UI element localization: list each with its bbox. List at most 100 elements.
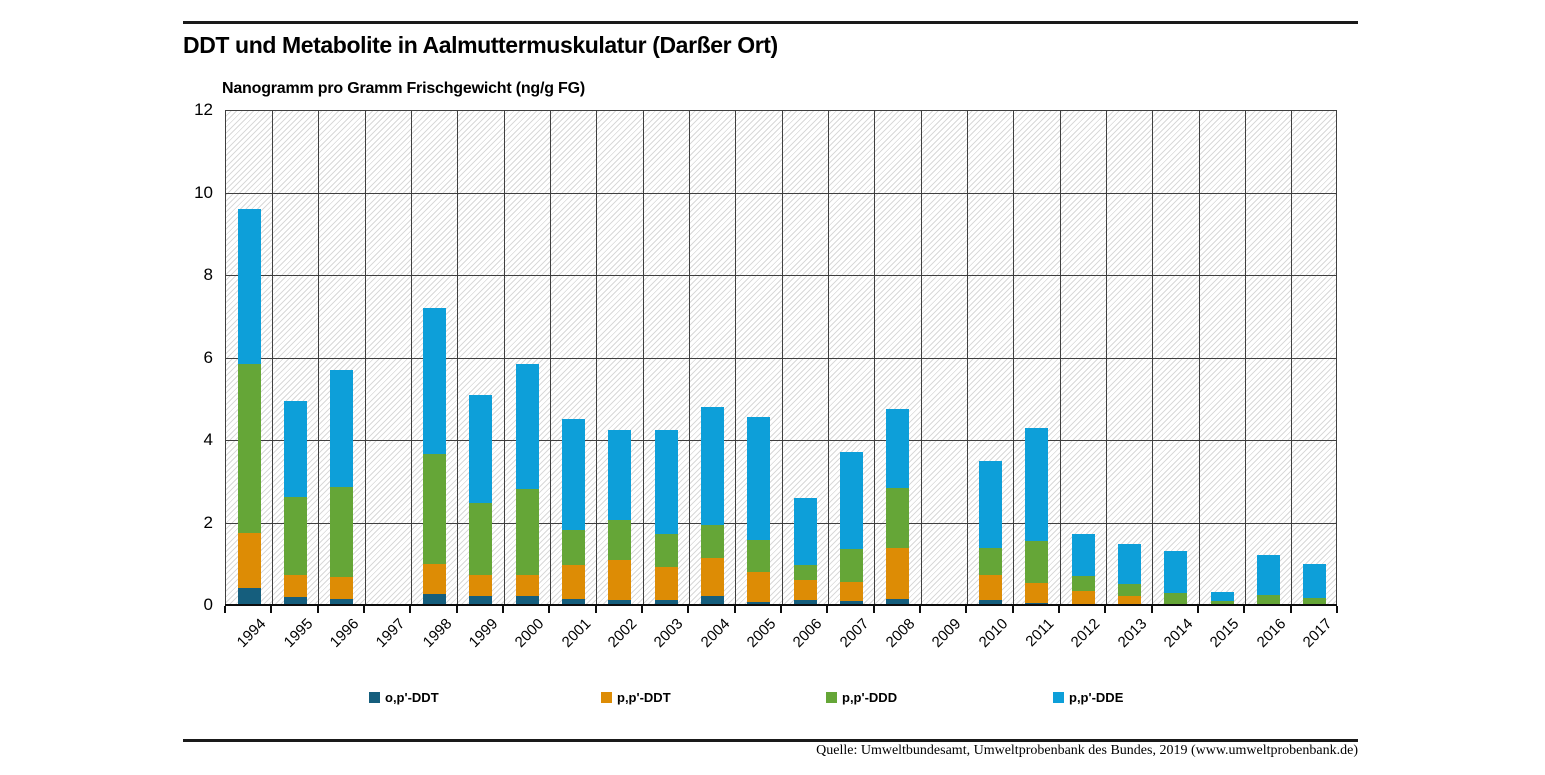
bar-segment-opDDT-2005 [747,601,771,605]
x-tick [641,606,643,613]
legend-item-ppDDT: p,p'-DDT [601,689,671,705]
y-tick-label: 2 [203,512,213,532]
x-tick [1150,606,1153,613]
x-tick [409,606,412,613]
bar-segment-ppDDD-1999 [469,503,493,575]
bar-segment-ppDDT-2008 [886,548,910,600]
bar-segment-ppDDE-2001 [562,419,585,531]
bar-segment-opDDT-2007 [840,601,863,605]
bar-segment-ppDDT-2011 [1025,583,1049,603]
bar-segment-ppDDT-1999 [469,574,493,596]
x-tick [965,606,968,613]
x-axis-label-1999: 1999 [465,615,502,651]
x-tick [826,606,829,613]
x-tick [1197,606,1199,613]
bar-segment-ppDDT-1996 [330,576,354,599]
bar-segment-ppDDT-1995 [284,575,307,598]
x-axis-label-1996: 1996 [326,615,363,651]
gridline-vertical [503,111,505,605]
x-tick [780,606,782,613]
bar-segment-ppDDE-2014 [1164,550,1188,594]
y-tick-label: 4 [203,430,213,449]
x-axis-label-1995: 1995 [280,615,316,651]
bar-segment-ppDDD-2013 [1118,584,1141,596]
bar-segment-ppDDD-2007 [840,548,863,582]
bar-segment-ppDDE-1996 [330,369,354,488]
x-axis-label-2017: 2017 [1299,615,1336,651]
x-tick [919,606,921,613]
x-tick [1104,606,1107,613]
bar-segment-ppDDE-2008 [886,409,910,489]
bar-segment-ppDDT-2012 [1071,591,1095,604]
gridline-vertical [920,111,922,605]
bar-segment-ppDDT-1998 [423,564,446,594]
bar-segment-ppDDT-2003 [654,567,678,601]
legend-label: p,p'-DDT [617,689,671,705]
gridline-horizontal [226,357,1336,359]
bar-segment-ppDDT-2002 [608,559,632,601]
x-tick [1243,606,1246,613]
gridline-horizontal [226,522,1336,524]
bar-segment-ppDDD-1994 [237,363,261,533]
bar-segment-ppDDD-1995 [284,497,307,576]
x-tick [1011,606,1014,613]
bar-segment-ppDDE-2006 [793,497,817,565]
legend-swatch-icon [369,691,380,703]
y-tick-label: 12 [194,100,213,119]
x-tick [1058,606,1060,613]
bar-segment-ppDDD-2001 [562,530,585,566]
bar-segment-ppDDD-2014 [1164,593,1188,604]
legend-label: o,p'-DDT [385,689,439,705]
x-axis-line [225,603,1337,606]
y-axis: 0 2 4 6 8 10 12 [150,101,213,614]
bar-segment-ppDDD-2010 [979,548,1002,576]
x-axis-label-2006: 2006 [789,615,826,651]
bar-segment-ppDDD-2000 [515,488,539,576]
x-axis-label-2011: 2011 [1022,615,1058,651]
bar-segment-opDDT-1994 [237,587,261,605]
bar-segment-ppDDE-2003 [654,429,678,534]
chart-title: DDT und Metabolite in Aalmuttermuskulatu… [183,32,778,58]
bar-segment-opDDT-2006 [793,600,817,605]
bar-segment-ppDDD-2011 [1025,541,1049,584]
y-tick-label: 10 [194,182,213,202]
gridline-vertical [271,111,273,605]
bar-segment-ppDDD-1998 [423,453,446,565]
y-axis-title: Nanogramm pro Gramm Frischgewicht (ng/g … [222,80,585,97]
gridline-vertical [688,111,690,605]
x-tick [872,606,875,613]
legend-item-opDDT: o,p'-DDT [369,689,439,705]
x-tick [1336,606,1338,613]
x-axis-label-2000: 2000 [511,615,548,651]
bar-segment-opDDT-1998 [423,593,446,605]
bar-segment-ppDDD-1996 [330,487,354,577]
bar-segment-ppDDT-2007 [840,581,863,602]
bar-segment-ppDDT-2000 [515,575,539,597]
legend-label: p,p'-DDD [842,689,898,705]
x-tick [594,606,597,613]
bar-segment-ppDDD-2002 [608,520,632,560]
bar-segment-ppDDE-2015 [1210,592,1234,602]
gridline-vertical [827,111,829,605]
bar-segment-opDDT-1996 [330,598,354,605]
x-axis-label-2004: 2004 [697,615,733,651]
legend-item-ppDDD: p,p'-DDD [826,689,897,705]
gridline-vertical [364,111,366,605]
bar-segment-ppDDE-1999 [469,394,493,504]
legend-item-ppDDE: p,p'-DDE [1053,689,1123,705]
legend-swatch-icon [826,691,837,703]
x-axis-label-2010: 2010 [975,615,1011,651]
x-axis-label-1994: 1994 [233,615,270,651]
bar-segment-ppDDD-2004 [701,525,724,558]
x-axis-label-1997: 1997 [372,615,409,651]
bar-segment-opDDT-2002 [608,600,632,605]
x-axis-label-2005: 2005 [743,615,780,651]
legend-label: p,p'-DDE [1069,689,1124,705]
x-tick [548,606,551,613]
x-axis-label-2015: 2015 [1206,615,1243,651]
bar-segment-ppDDT-2005 [747,571,771,602]
bar-segment-opDDT-2003 [654,600,678,605]
bar-segment-ppDDE-2010 [979,460,1002,549]
bar-segment-ppDDE-1998 [423,308,446,454]
bar-segment-ppDDT-2010 [979,575,1002,601]
